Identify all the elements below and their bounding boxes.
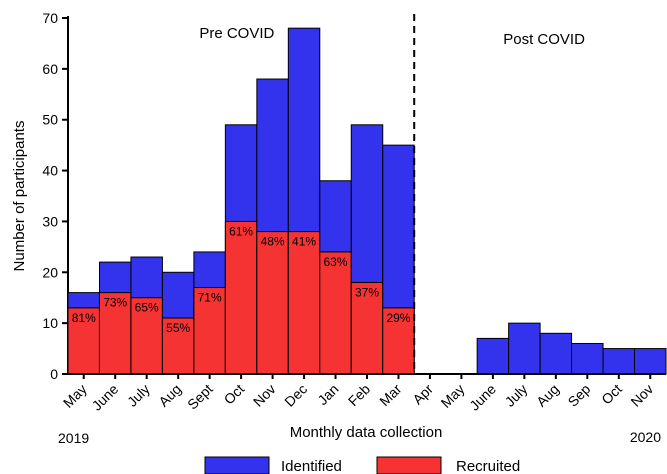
post-covid-annotation: Post COVID bbox=[503, 31, 585, 48]
pre-covid-annotation: Pre COVID bbox=[199, 25, 274, 42]
x-tick-label: May bbox=[60, 381, 90, 411]
percent-label: 37% bbox=[355, 285, 379, 299]
bar-recruited bbox=[382, 307, 415, 375]
legend-label-identified: Identified bbox=[281, 458, 342, 474]
bar-identified bbox=[571, 342, 604, 375]
bar-identified bbox=[476, 337, 510, 375]
legend-label-recruited: Recruited bbox=[456, 458, 520, 474]
y-tick-label: 10 bbox=[42, 315, 58, 331]
x-tick-label: Oct bbox=[221, 381, 248, 408]
percent-label: 71% bbox=[198, 291, 222, 305]
y-axis: 0 10 20 30 40 50 60 70 bbox=[42, 10, 69, 382]
x-tick-label: Sept bbox=[184, 381, 216, 413]
y-tick-label: 60 bbox=[42, 61, 58, 77]
x-tick-label: July bbox=[124, 381, 153, 410]
bar-recruited bbox=[224, 220, 258, 375]
y-tick-label: 20 bbox=[42, 264, 58, 280]
year-label-start: 2019 bbox=[58, 430, 89, 446]
y-tick-label: 30 bbox=[42, 213, 58, 229]
x-tick-label: Nov bbox=[627, 381, 656, 410]
legend: Identified Recruited bbox=[204, 456, 520, 474]
x-tick-label: Sep bbox=[565, 381, 594, 410]
x-tick-label: May bbox=[438, 381, 468, 411]
y-tick-label: 0 bbox=[50, 366, 58, 382]
x-tick-label: Apr bbox=[409, 381, 436, 408]
x-tick-label: Aug bbox=[155, 381, 184, 410]
y-tick-label: 50 bbox=[42, 112, 58, 128]
bar-identified bbox=[602, 348, 636, 375]
percent-label: 41% bbox=[292, 235, 316, 249]
x-tick-label: Nov bbox=[250, 381, 279, 410]
percent-label: 63% bbox=[324, 255, 348, 269]
y-axis-title: Number of participants bbox=[11, 121, 28, 272]
percent-label: 65% bbox=[135, 301, 159, 315]
bar-recruited bbox=[130, 297, 163, 375]
x-tick-label: Dec bbox=[281, 381, 310, 410]
bar-identified bbox=[508, 322, 541, 375]
x-tick-label: Oct bbox=[598, 381, 625, 408]
y-tick-label: 40 bbox=[42, 163, 58, 179]
percent-labels: 81% 73% 65% 55% 71% 61% 48% 41% 63% 37% 29% bbox=[72, 224, 411, 335]
y-tick-label: 70 bbox=[42, 10, 58, 26]
x-tick-label: Feb bbox=[345, 381, 374, 410]
percent-label: 29% bbox=[386, 311, 410, 325]
year-label-end: 2020 bbox=[630, 429, 661, 445]
bar-recruited bbox=[256, 231, 289, 375]
x-tick-label: June bbox=[466, 381, 499, 414]
percent-label: 48% bbox=[261, 235, 285, 249]
x-tick-label: Aug bbox=[533, 381, 562, 410]
percent-label: 61% bbox=[229, 224, 253, 238]
x-tick-label: June bbox=[89, 381, 122, 414]
x-tick-label: July bbox=[502, 381, 531, 410]
percent-label: 73% bbox=[103, 296, 127, 310]
legend-swatch-recruited bbox=[376, 456, 442, 474]
bar-identified bbox=[539, 332, 573, 375]
x-tick-label: Jan bbox=[314, 381, 341, 408]
bar-identified bbox=[634, 348, 667, 375]
x-axis-title: Monthly data collection bbox=[290, 424, 443, 441]
bars bbox=[67, 27, 667, 375]
x-tick-label: Mar bbox=[376, 381, 405, 410]
percent-label: 81% bbox=[72, 311, 96, 325]
legend-swatch-identified bbox=[204, 456, 270, 474]
bar-recruited bbox=[319, 251, 352, 375]
bar-recruited bbox=[287, 231, 321, 375]
bar-recruited bbox=[350, 281, 384, 375]
percent-label: 55% bbox=[166, 321, 190, 335]
bar-recruited bbox=[161, 317, 195, 375]
